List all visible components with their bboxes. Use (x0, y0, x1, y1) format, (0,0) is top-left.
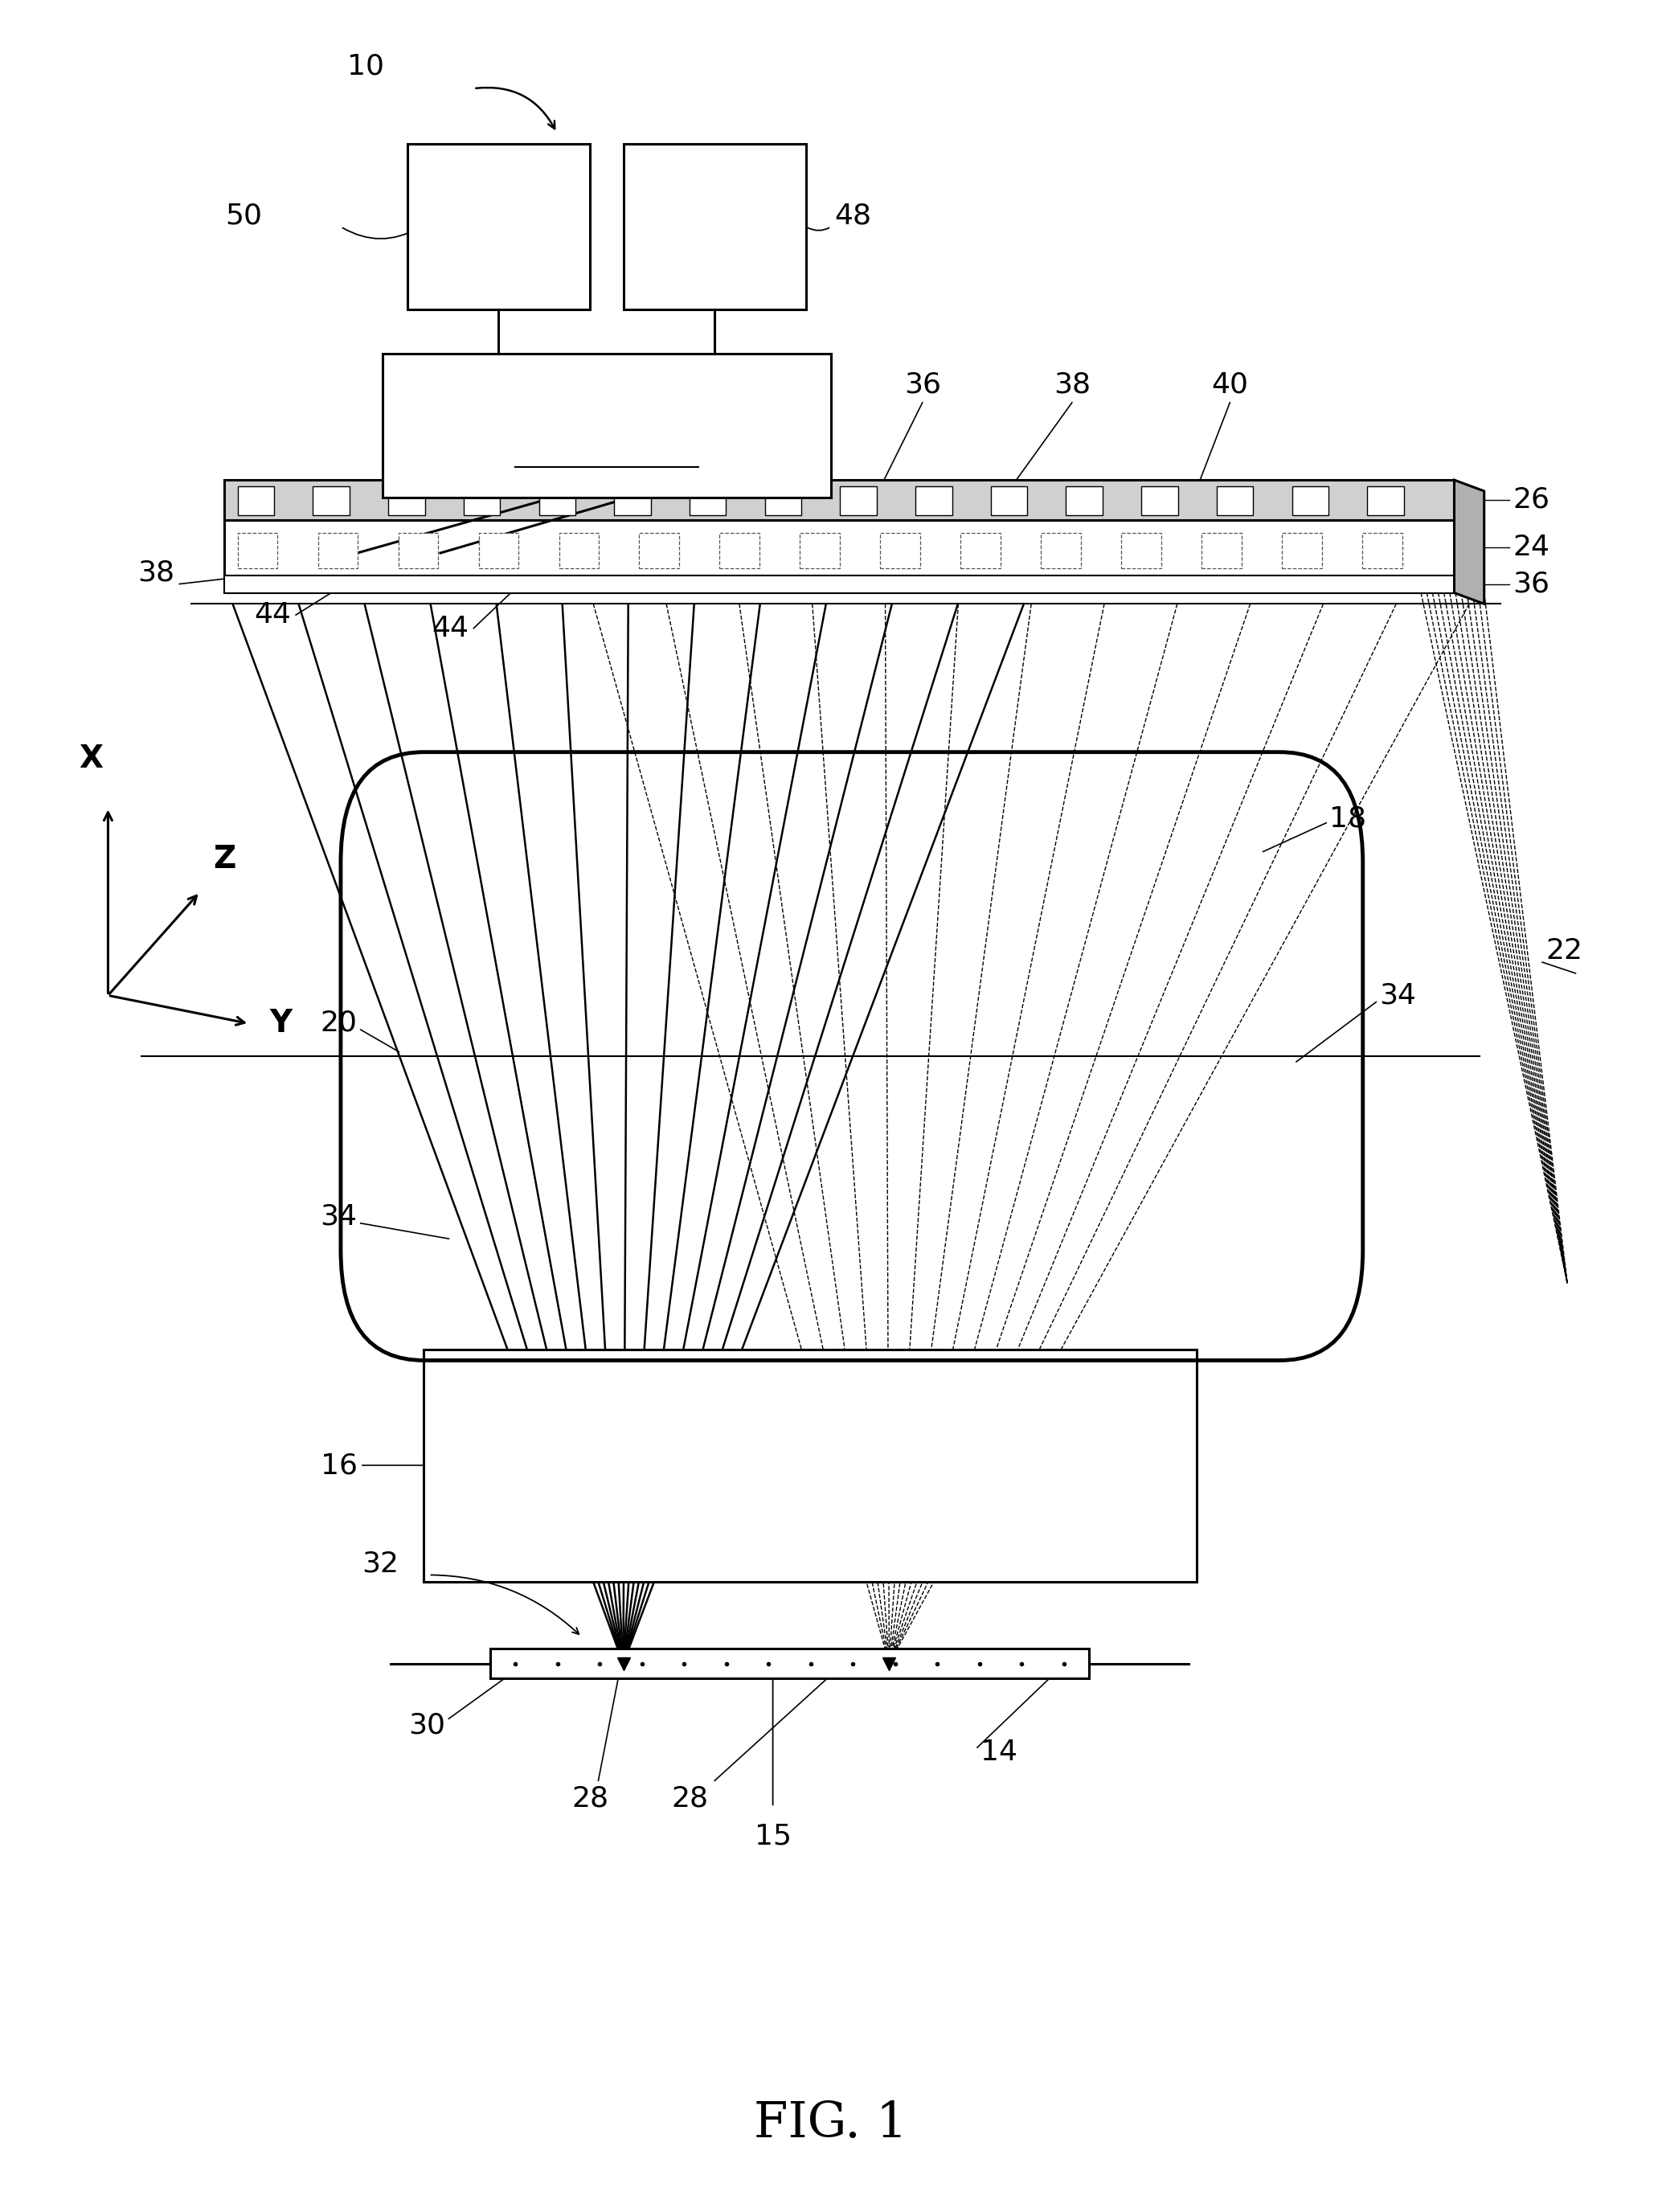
Text: X: X (80, 743, 103, 774)
Bar (238, 533, 278, 568)
Text: Y: Y (269, 1009, 293, 1040)
Bar (881, 533, 921, 568)
Text: 48: 48 (834, 201, 871, 230)
Text: 28: 28 (671, 1785, 708, 1812)
Bar (640, 533, 680, 568)
Bar (961, 533, 1001, 568)
Bar (841, 487, 878, 515)
Bar (799, 533, 839, 568)
Text: 32: 32 (362, 1551, 399, 1577)
Bar (538, 487, 575, 515)
Text: 24: 24 (1512, 533, 1549, 562)
Bar (623, 144, 806, 310)
Bar (615, 487, 652, 515)
Bar (389, 487, 425, 515)
Bar (1281, 533, 1321, 568)
Text: 38: 38 (1054, 372, 1090, 398)
Text: 20: 20 (321, 1009, 357, 1037)
Text: 30: 30 (409, 1712, 445, 1739)
Bar (1065, 487, 1102, 515)
Bar (1202, 533, 1242, 568)
Text: 46: 46 (587, 411, 627, 440)
Text: 10: 10 (347, 53, 384, 80)
Text: Z: Z (213, 843, 236, 874)
Bar (312, 487, 349, 515)
Text: 14: 14 (981, 1739, 1017, 1765)
Bar (479, 533, 519, 568)
Bar (720, 533, 760, 568)
Text: 50: 50 (226, 201, 263, 230)
Bar (490, 1648, 1089, 1679)
Text: 34: 34 (1379, 982, 1416, 1009)
Text: 44: 44 (254, 602, 291, 628)
Text: 40: 40 (671, 372, 708, 398)
Text: 34: 34 (321, 1203, 357, 1230)
Bar (1291, 487, 1328, 515)
Bar (464, 487, 500, 515)
Text: 36: 36 (1512, 571, 1549, 597)
Bar (424, 1349, 1197, 1582)
Text: 38: 38 (138, 560, 175, 586)
Bar (238, 487, 274, 515)
Text: 16: 16 (321, 1451, 357, 1480)
Bar (407, 144, 590, 310)
Bar (1040, 533, 1080, 568)
Bar (765, 487, 801, 515)
Text: 18: 18 (1330, 805, 1366, 832)
Text: 36: 36 (904, 372, 941, 398)
Text: 15: 15 (755, 1823, 791, 1849)
Text: 44: 44 (432, 615, 469, 641)
Text: 26: 26 (1512, 487, 1549, 513)
Text: 40: 40 (1212, 372, 1248, 398)
Polygon shape (1454, 480, 1484, 604)
Bar (224, 480, 1454, 520)
Bar (1363, 533, 1403, 568)
Text: 22: 22 (1546, 938, 1582, 964)
Bar (991, 487, 1027, 515)
Bar (1217, 487, 1253, 515)
Bar (558, 533, 598, 568)
Bar (1142, 487, 1178, 515)
Bar (399, 533, 439, 568)
Bar (224, 520, 1454, 575)
Text: 28: 28 (572, 1785, 608, 1812)
Bar (916, 487, 952, 515)
Bar (224, 575, 1454, 593)
Bar (1122, 533, 1162, 568)
Bar (382, 354, 831, 498)
Bar (690, 487, 726, 515)
Bar (1368, 487, 1404, 515)
Bar (317, 533, 357, 568)
Text: FIG. 1: FIG. 1 (755, 2099, 907, 2148)
